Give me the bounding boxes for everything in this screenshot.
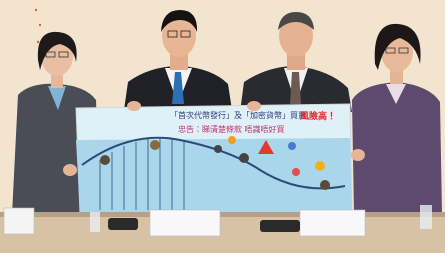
page-body: {"board": {"headline": "「首次代幣發行」及「加密貨幣」買… [0,0,445,253]
table [0,205,445,253]
scene: 「首次代幣發行」及「加密貨幣」買賣 風險高！ 忠告：睇清楚條款 唔識唔好買 [0,0,445,253]
poster-headline: 「首次代幣發行」及「加密貨幣」買賣 [170,110,306,120]
poster-warning: 風險高！ [300,110,336,122]
poster-advice: 忠告：睇清楚條款 唔識唔好買 [178,124,285,134]
page: Press conference html, body { margin: 0;… [0,0,445,253]
poster-board: 「首次代幣發行」及「加密貨幣」買賣 風險高！ 忠告：睇清楚條款 唔識唔好買 [76,104,352,214]
